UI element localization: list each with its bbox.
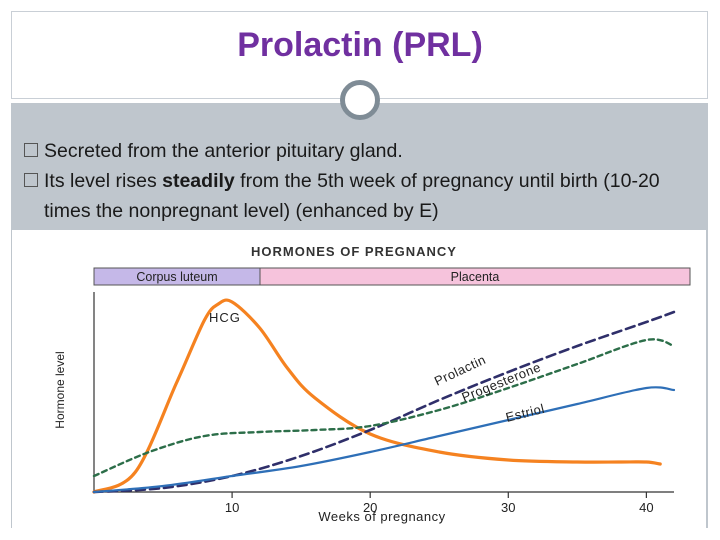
series-line-progesterone — [92, 338, 676, 478]
bullet-text-2a: Its level rises — [44, 170, 163, 192]
series-line-prolactin — [92, 310, 676, 494]
x-axis-label: Weeks of pregnancy — [318, 509, 445, 524]
placenta-bar — [259, 267, 691, 286]
phase-label-corpus-luteum: Corpus luteum — [136, 270, 217, 284]
checkbox-bullet-icon — [24, 173, 38, 187]
divider-circle-icon — [340, 80, 380, 120]
y-axis-label: Hormone level — [53, 351, 67, 428]
bullet-item-1: Secreted from the anterior pituitary gla… — [24, 136, 704, 166]
x-ticks: 10 20 30 40 — [225, 492, 654, 515]
x-tick-label: 30 — [501, 500, 515, 515]
slide-title: Prolactin (PRL) — [237, 26, 483, 64]
bullet-text-2b: from the 5th week of pregnancy until bir… — [44, 170, 660, 222]
bullet-list: Secreted from the anterior pituitary gla… — [24, 136, 704, 226]
series-group — [92, 298, 676, 494]
x-tick-label: 20 — [363, 500, 377, 515]
bullet-text-2-bold: steadily — [162, 170, 235, 192]
checkbox-bullet-icon — [24, 143, 38, 157]
hormone-chart: HORMONES OF PREGNANCY Corpus luteum Plac… — [12, 230, 706, 528]
bullet-text-1: Secreted from the anterior pituitary gla… — [44, 140, 403, 162]
x-tick-label: 40 — [639, 500, 653, 515]
x-tick-label: 10 — [225, 500, 239, 515]
series-line-estriol — [92, 386, 676, 494]
chart-title: HORMONES OF PREGNANCY — [251, 244, 457, 259]
bullet-item-2: Its level rises steadily from the 5th we… — [24, 166, 704, 226]
phase-label-placenta: Placenta — [451, 270, 500, 284]
chart-svg: HORMONES OF PREGNANCY Corpus luteum Plac… — [12, 230, 706, 528]
label-hcg: HCG — [209, 310, 241, 325]
series-line-hcg — [92, 298, 662, 494]
